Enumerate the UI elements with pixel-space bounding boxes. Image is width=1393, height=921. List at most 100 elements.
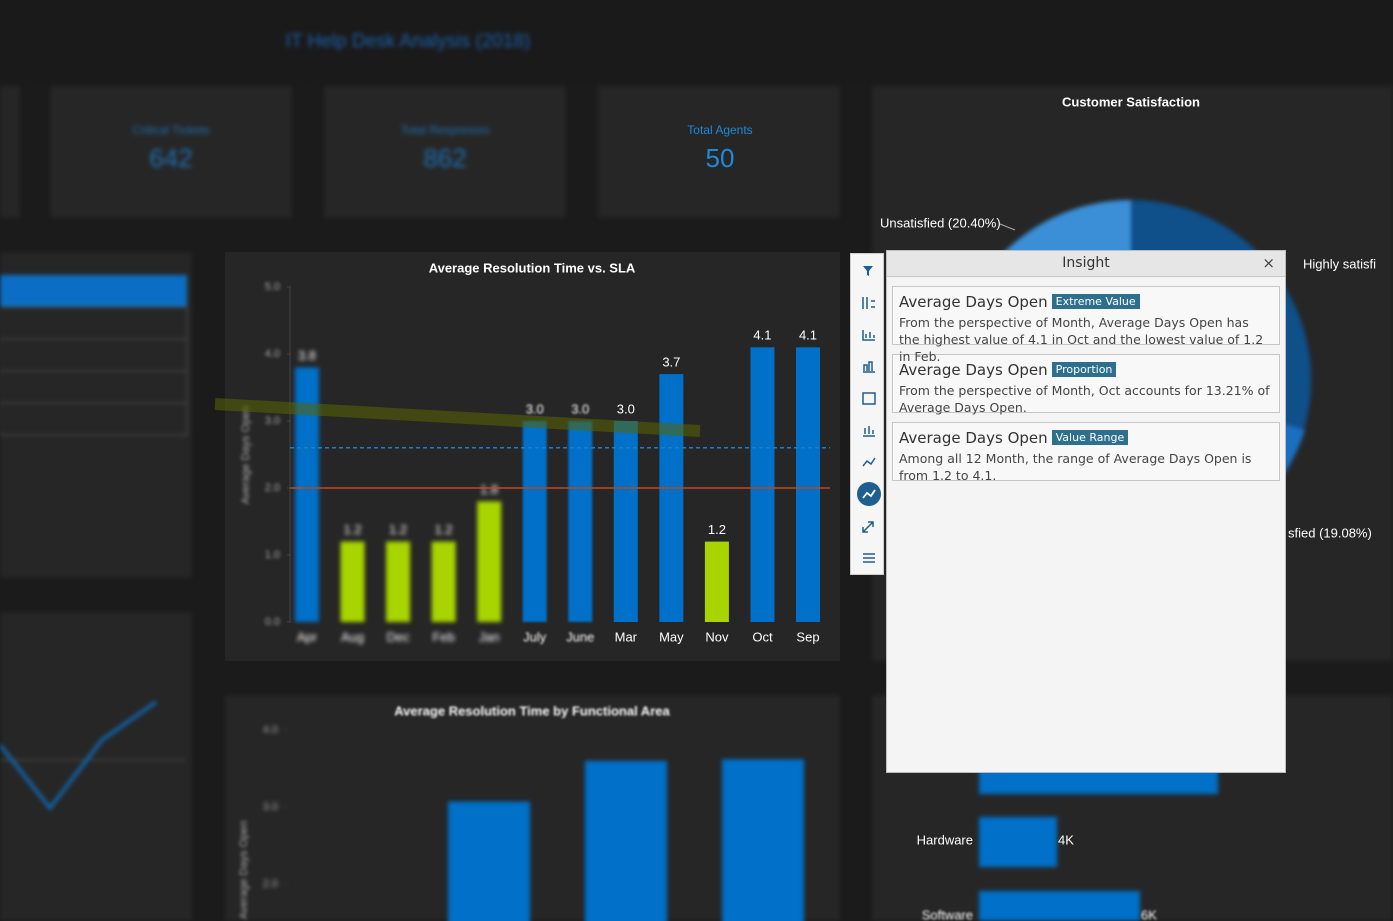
card-head: Average Days Open Value Range — [899, 428, 1273, 447]
card-head: Average Days Open Extreme Value — [899, 292, 1273, 311]
insight-panel: Insight × Average Days Open Extreme Value… — [886, 250, 1286, 773]
y-tick-label: 0.0 — [265, 616, 280, 628]
bar — [659, 374, 684, 622]
bar-value: 6K — [1141, 907, 1157, 921]
line-panel — [0, 612, 192, 921]
trend-line — [0, 700, 157, 811]
insight-cards: Average Days Open Extreme Value From the p… — [887, 286, 1285, 483]
bar — [448, 801, 530, 921]
bar-value-label: 4.1 — [753, 328, 771, 343]
bar — [386, 541, 411, 622]
bar-value: 4K — [1058, 832, 1074, 847]
pie-label: Unsatisfied (20.40%) — [880, 215, 1001, 230]
x-tick-label: Jan — [479, 629, 500, 644]
bar — [613, 421, 638, 622]
x-tick-label: Sep — [796, 629, 819, 644]
filter-icon[interactable] — [863, 266, 873, 276]
insight-card[interactable]: Average Days Open Proportion From the pers… — [892, 354, 1280, 415]
x-tick-label: Apr — [297, 629, 318, 644]
pie-leader — [999, 223, 1016, 231]
y-tick-label: 3.0 — [265, 415, 280, 427]
bar-value-label: 3.8 — [298, 348, 316, 363]
table-icon[interactable] — [862, 392, 876, 405]
bar-value-label: 1.2 — [708, 522, 726, 537]
bar — [585, 760, 667, 921]
pie-label: sfied (19.08%) — [1288, 525, 1372, 540]
card-head: Average Days Open Proportion — [899, 360, 1273, 379]
bar-category: Hardware — [917, 832, 973, 847]
close-button[interactable]: × — [1262, 254, 1275, 272]
bar-value-label: 1.2 — [389, 522, 407, 537]
insight-card[interactable]: Average Days Open Extreme Value From the p… — [892, 286, 1280, 364]
bar — [522, 421, 547, 622]
insight-title: Insight — [1062, 255, 1110, 271]
card-text: Among all 12 Month, the range of Average… — [899, 451, 1252, 483]
expand-icon[interactable] — [862, 521, 874, 533]
trend-band — [214, 398, 701, 437]
y-tick-label: 1.0 — [265, 549, 280, 561]
y-tick-label: 2.0 — [263, 878, 278, 890]
bar-category: Software — [922, 907, 973, 921]
bar-value-label: 1.2 — [344, 522, 362, 537]
list-header — [0, 275, 187, 307]
bar-icon[interactable] — [863, 361, 875, 373]
bar — [722, 759, 804, 921]
plot-area: 2.0 3.0 4.0 — [263, 724, 804, 921]
kpi-card — [50, 86, 292, 218]
pie-title: Customer Satisfaction — [1062, 94, 1200, 109]
bar-value-label: 4.1 — [799, 328, 817, 343]
card-tag: Extreme Value — [1051, 294, 1140, 309]
insight-header: Insight × — [887, 251, 1285, 277]
area-bar — [979, 817, 1057, 867]
x-tick-label: Oct — [752, 629, 773, 644]
y-tick-label: 2.0 — [265, 482, 280, 494]
card-text: From the perspective of Month, Oct accou… — [899, 383, 1270, 415]
bar — [568, 421, 593, 622]
toolbar — [850, 253, 884, 575]
trend-icon[interactable] — [862, 457, 876, 467]
pie-label: Highly satisfi — [1303, 256, 1376, 271]
chart-type-icon[interactable] — [862, 330, 875, 341]
kpi-card — [324, 86, 566, 218]
card-title: Average Days Open — [899, 429, 1048, 447]
x-tick-label: Aug — [341, 629, 364, 644]
kpi-value: 642 — [149, 143, 192, 173]
kpi-card — [0, 86, 20, 218]
bar — [431, 541, 456, 622]
x-tick-label: Nov — [705, 629, 729, 644]
y-tick-label: 4.0 — [265, 348, 280, 360]
header-band — [0, 0, 1393, 80]
x-tick-label: July — [523, 629, 547, 644]
insight-card[interactable]: Average Days Open Value Range Among all 12… — [892, 422, 1280, 483]
sort-icon[interactable] — [862, 297, 875, 309]
bar — [750, 347, 775, 622]
card-tag: Value Range — [1051, 430, 1129, 445]
bar — [340, 541, 365, 622]
bar-value-label: 1.2 — [435, 522, 453, 537]
bar-value-label: 3.0 — [571, 401, 589, 416]
bar — [477, 501, 502, 622]
y-tick-label: 3.0 — [263, 801, 278, 813]
card-text: From the perspective of Month, Average D… — [899, 315, 1264, 364]
list-icon[interactable] — [863, 553, 875, 563]
column-icon[interactable] — [863, 426, 875, 437]
kpi-label: Total Agents — [687, 123, 752, 137]
plot-area: 0.0 1.0 2.0 3.0 4.0 5.0 3.8 Apr 1.2 Aug 1.2 Dec 1.2 F… — [265, 281, 830, 644]
card-tag: Proportion — [1051, 362, 1117, 377]
bar-value-label: 1.8 — [480, 482, 498, 497]
toolbar-icons — [857, 266, 881, 563]
x-tick-label: May — [659, 629, 684, 644]
x-tick-label: Dec — [387, 629, 411, 644]
y-tick-label: 5.0 — [265, 281, 280, 293]
y-tick-label: 4.0 — [263, 724, 278, 736]
kpi-label: Total Responses — [401, 123, 490, 137]
kpi-value: 50 — [706, 143, 735, 173]
area-bar — [979, 891, 1140, 921]
y-axis-label: Average Days Open — [240, 406, 252, 505]
bar-value-label: 3.0 — [526, 401, 544, 416]
chart-title: Average Resolution Time by Functional Ar… — [394, 703, 670, 718]
kpi-card — [598, 86, 840, 218]
dashboard-title: IT Help Desk Analysis (2018) — [286, 31, 531, 52]
